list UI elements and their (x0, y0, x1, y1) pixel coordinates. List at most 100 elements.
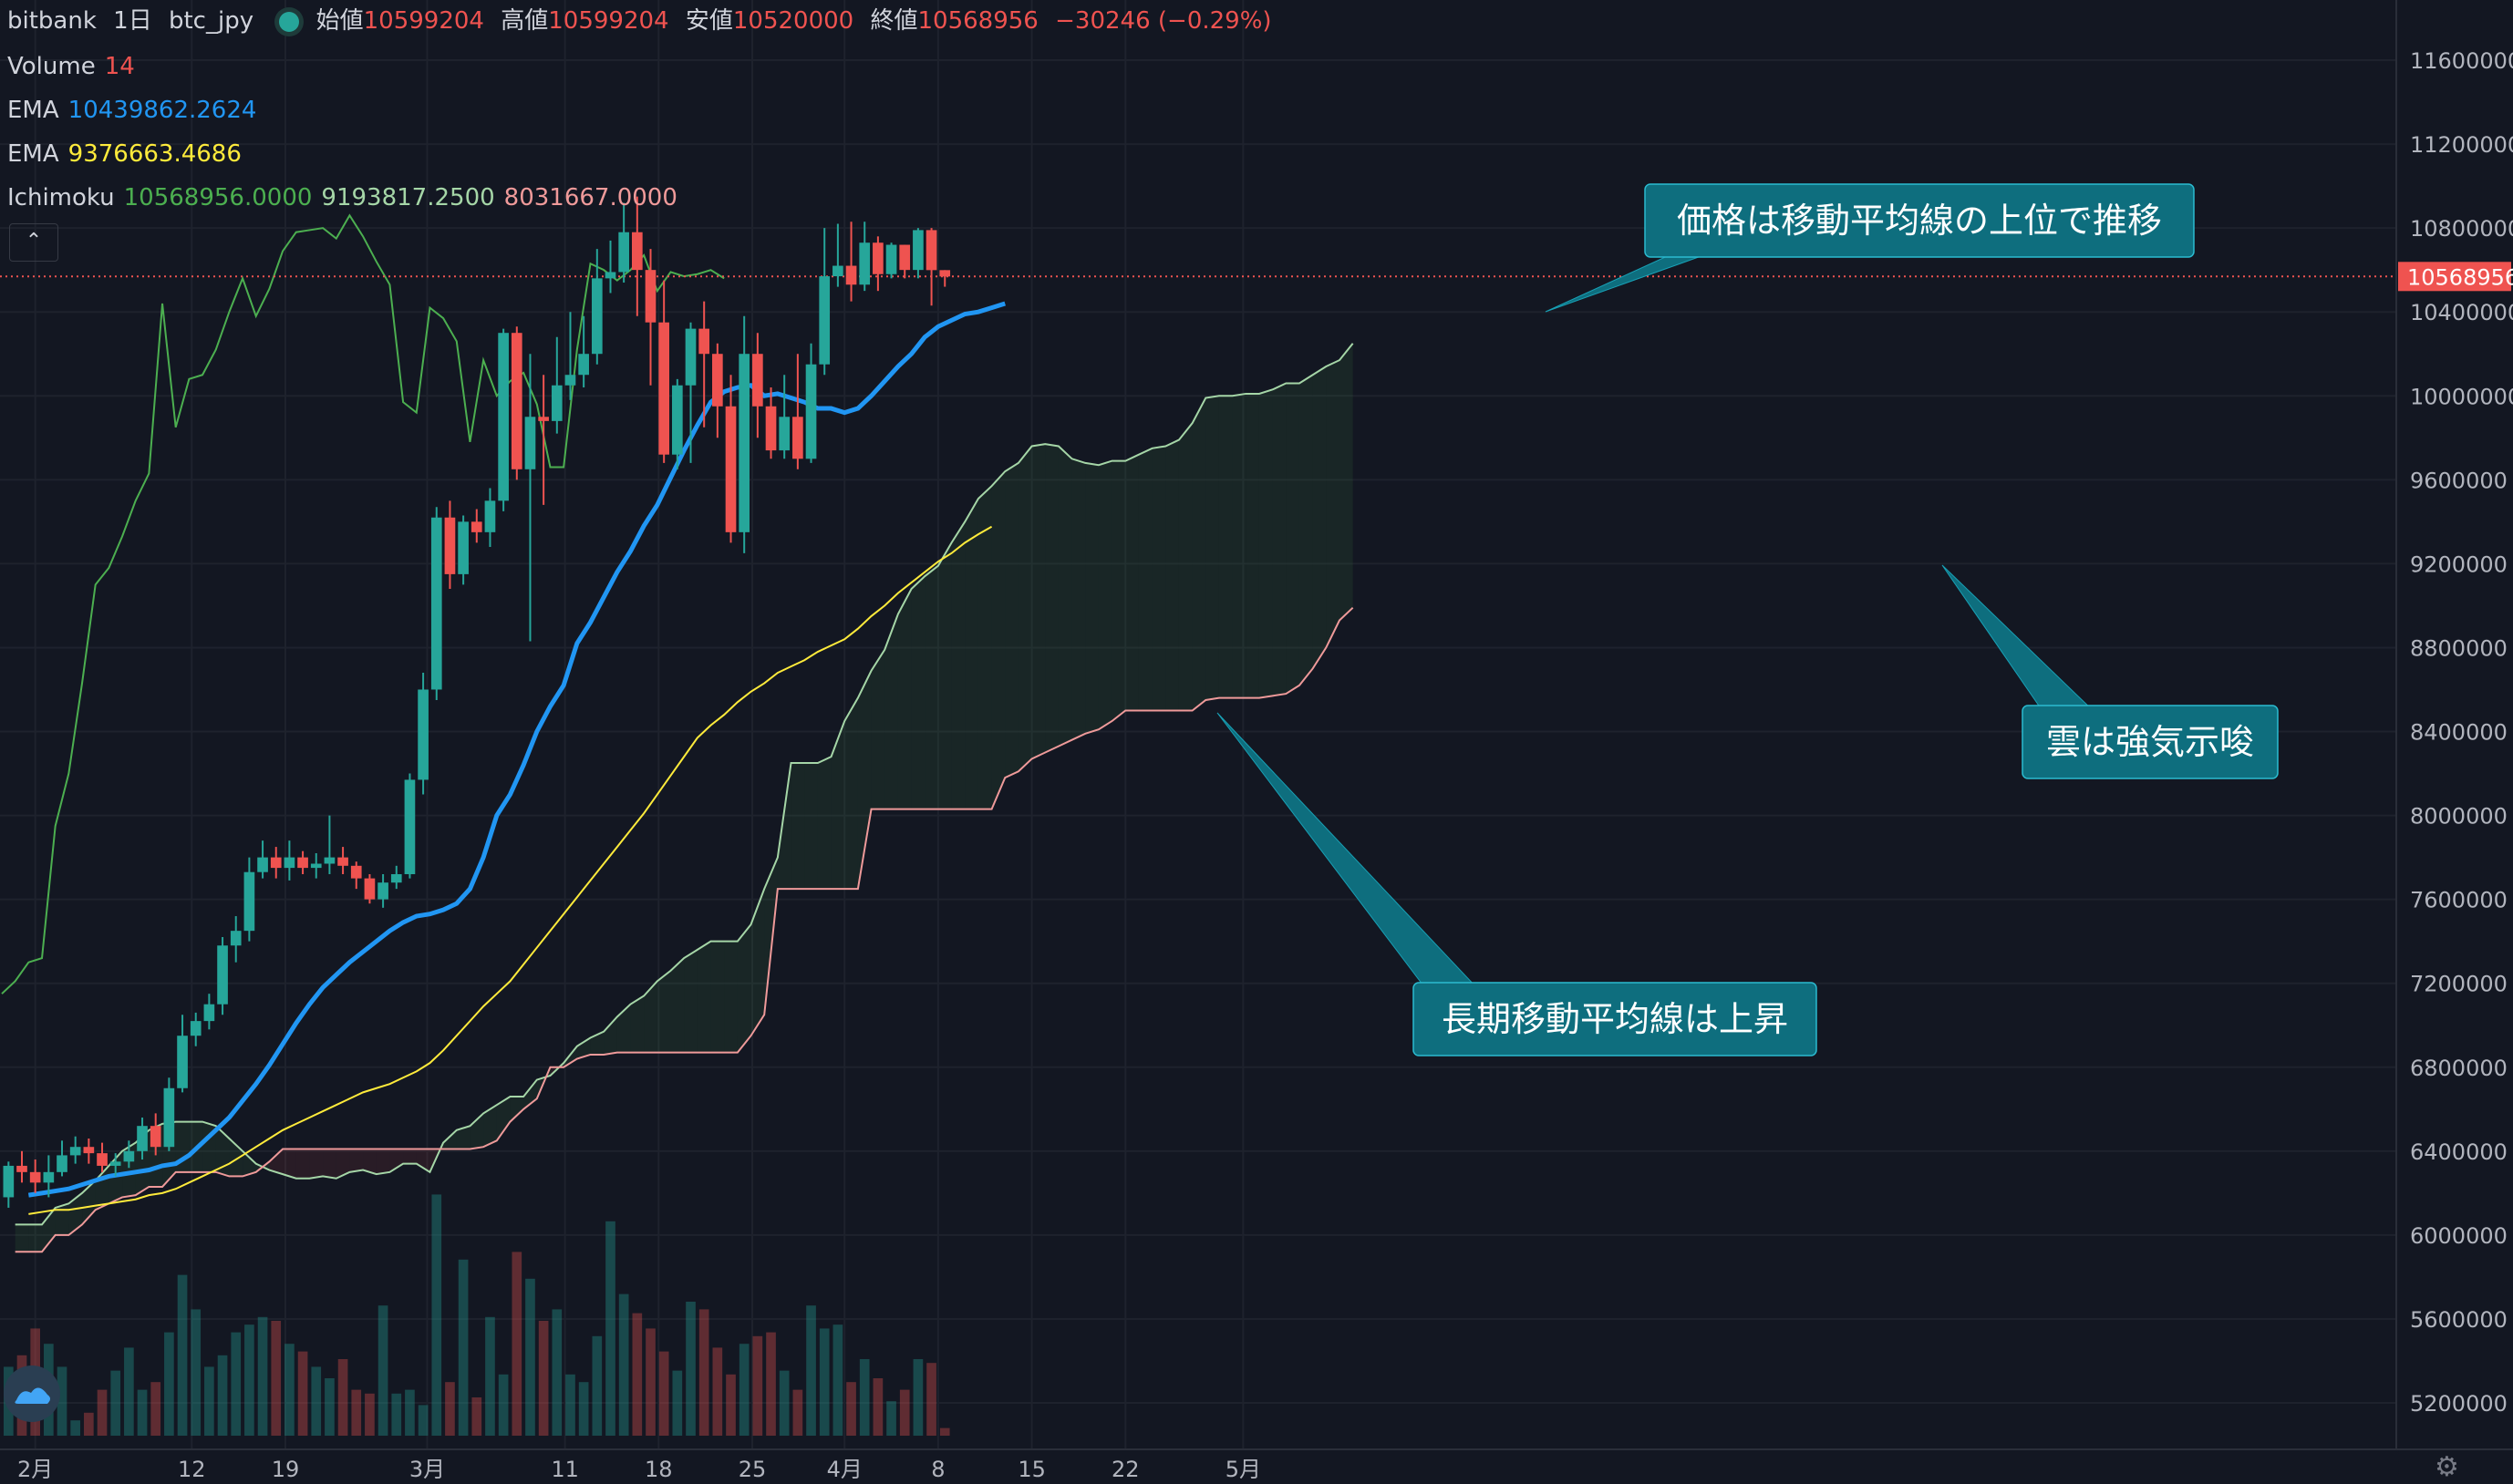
candle-body (364, 878, 376, 900)
volume-bar (70, 1420, 81, 1436)
candle-body (257, 857, 268, 872)
chevron-up-icon[interactable]: ⌃ (9, 223, 58, 262)
tradingview-logo-icon[interactable] (4, 1365, 60, 1422)
candle-body (578, 354, 589, 376)
callout-text: 価格は移動平均線の上位で推移 (1677, 201, 2162, 241)
gear-icon[interactable]: ⚙ (2435, 1451, 2459, 1483)
candle-body (83, 1147, 95, 1154)
volume-bar (859, 1359, 870, 1436)
volume-bar (658, 1351, 669, 1436)
volume-bar (137, 1389, 148, 1436)
candle-body (739, 354, 750, 532)
candle-body (43, 1171, 55, 1183)
volume-bar (766, 1332, 776, 1436)
callout-box[interactable] (1412, 982, 1817, 1056)
low-value: 10520000 (732, 7, 854, 35)
candle-body (137, 1126, 148, 1151)
price-tick-label: 6000000 (2410, 1223, 2508, 1249)
cloud-segment (1286, 383, 1299, 695)
candle-body (859, 242, 871, 285)
candle-body (297, 857, 308, 869)
candle-body (270, 857, 282, 869)
candle-body (97, 1153, 108, 1166)
volume-bars (4, 1194, 950, 1436)
volume-bar (217, 1355, 228, 1436)
price-tick-label: 5600000 (2410, 1307, 2508, 1333)
cloud-segment (1085, 462, 1099, 734)
volume-bar (806, 1305, 816, 1436)
candle-body (672, 385, 683, 455)
grid-lines (0, 0, 2396, 1449)
candle-body (685, 328, 697, 386)
cloud-segment (323, 1149, 336, 1179)
time-axis[interactable]: 2月 12 19 3月 11 18 25 4月 8 15 22 5月 (0, 1448, 2513, 1482)
volume-bar (779, 1370, 790, 1436)
symbol-source[interactable]: bitbank (7, 7, 97, 35)
ema1-label: EMA (7, 97, 59, 124)
cloud-segment (791, 763, 805, 890)
volume-bar (445, 1382, 455, 1436)
callout-text: 長期移動平均線は上昇 (1442, 999, 1788, 1039)
cloud-segment (215, 1126, 230, 1177)
candle-body (658, 322, 669, 455)
cloud-segment (1071, 459, 1086, 740)
volume-bar (739, 1344, 750, 1436)
volume-legend[interactable]: Volume 14 (7, 51, 144, 82)
cloud-segment (871, 649, 885, 809)
cloud-segment (737, 924, 751, 1053)
ichimoku-legend[interactable]: Ichimoku 10568956.0000 9193817.2500 8031667… (7, 182, 687, 213)
cloud-segment (295, 1149, 310, 1179)
cloud-segment (510, 1096, 524, 1122)
price-tick-label: 9600000 (2410, 468, 2508, 493)
volume-bar (578, 1382, 589, 1436)
cloud-segment (977, 486, 992, 809)
cloud-segment (925, 565, 938, 809)
price-tick-label: 9200000 (2410, 551, 2508, 577)
time-tick-label: 15 (1018, 1457, 1046, 1482)
candle-body (913, 230, 924, 271)
cloud-segment (1298, 375, 1313, 685)
volume-bar (431, 1194, 442, 1436)
candle-body (873, 242, 884, 274)
candle-body (765, 406, 777, 451)
callout-box[interactable] (1644, 183, 2195, 258)
cloud-segment (443, 1129, 457, 1149)
candle-body (217, 945, 228, 1005)
ichimoku-value-3: 8031667.0000 (503, 184, 677, 211)
symbol[interactable]: btc_jpy (168, 7, 254, 35)
ichimoku-value-2: 9193817.2500 (321, 184, 495, 211)
volume-bar (698, 1309, 709, 1436)
volume-bar (632, 1313, 643, 1436)
header-ohlc: bitbank 1日 btc_jpy 始値10599204 高値10599204… (7, 5, 1281, 36)
candle-body (591, 278, 603, 355)
price-axis[interactable]: 11600000 11200000 10800000 10400000 10000000… (2395, 0, 2513, 1449)
candle-body (498, 333, 509, 501)
volume-bar (311, 1366, 322, 1436)
cloud-segment (884, 613, 898, 809)
volume-bar (873, 1378, 884, 1436)
time-tick-label: 5月 (1225, 1457, 1261, 1482)
volume-bar (846, 1382, 856, 1436)
interval[interactable]: 1日 (113, 7, 152, 35)
candle-body (845, 265, 857, 285)
candle-body (177, 1036, 188, 1088)
volume-bar (458, 1259, 469, 1436)
callout-box[interactable] (2022, 705, 2279, 779)
ema2-legend[interactable]: EMA 9376663.4686 (7, 139, 251, 170)
cloud-segment (42, 1207, 56, 1252)
cloud-segment (1045, 444, 1059, 753)
time-tick-label: 4月 (827, 1457, 863, 1482)
cloud-segment (576, 1037, 591, 1059)
ema1-legend[interactable]: EMA 10439862.2624 (7, 95, 265, 126)
cloud-segment (657, 970, 671, 1053)
volume-bar (498, 1374, 509, 1436)
volume-bar (819, 1328, 830, 1436)
candle-body (337, 857, 348, 866)
cloud-segment (1205, 396, 1219, 700)
volume-bar (150, 1382, 161, 1436)
open-label: 始値 (315, 7, 364, 35)
candle-body (752, 354, 763, 407)
price-tick-label: 6400000 (2410, 1139, 2508, 1165)
